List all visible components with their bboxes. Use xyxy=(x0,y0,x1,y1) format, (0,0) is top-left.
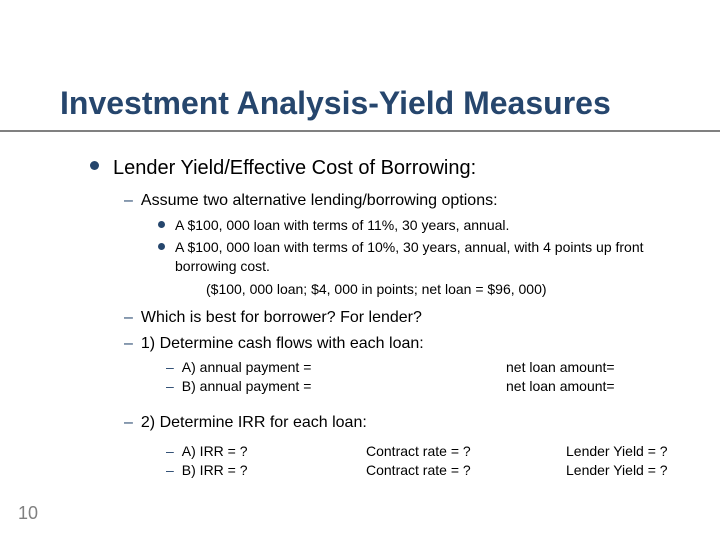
ly-a-text: Lender Yield = ? xyxy=(566,442,690,461)
bullet-assume: – Assume two alternative lending/borrowi… xyxy=(124,190,690,212)
row-irr-a: – A) IRR = ? Contract rate = ? Lender Yi… xyxy=(166,442,690,461)
opt1-text: A $100, 000 loan with terms of 11%, 30 y… xyxy=(175,216,509,235)
pay-b-text: B) annual payment = xyxy=(182,377,312,396)
slide-title: Investment Analysis-Yield Measures xyxy=(60,85,611,122)
row-pay-a: – A) annual payment = net loan amount= xyxy=(166,358,690,377)
bullet-step1: – 1) Determine cash flows with each loan… xyxy=(124,333,690,355)
ly-b-text: Lender Yield = ? xyxy=(566,461,690,480)
step1-text: 1) Determine cash flows with each loan: xyxy=(141,333,424,355)
dash-icon: – xyxy=(166,358,174,377)
dash-icon: – xyxy=(124,412,133,434)
net-b-text: net loan amount= xyxy=(506,377,690,396)
bullet-best: – Which is best for borrower? For lender… xyxy=(124,307,690,329)
title-underline xyxy=(0,130,720,132)
best-text: Which is best for borrower? For lender? xyxy=(141,307,422,329)
net-a-text: net loan amount= xyxy=(506,358,690,377)
dash-icon: – xyxy=(124,190,133,212)
disc-icon xyxy=(158,243,165,250)
disc-icon xyxy=(90,161,99,170)
slide-number: 10 xyxy=(18,503,38,524)
dash-icon: – xyxy=(124,307,133,329)
slide: Investment Analysis-Yield Measures Lende… xyxy=(0,0,720,540)
opt2-text: A $100, 000 loan with terms of 10%, 30 y… xyxy=(175,238,690,276)
disc-icon xyxy=(158,221,165,228)
step2-text: 2) Determine IRR for each loan: xyxy=(141,412,367,434)
bullet-opt1: A $100, 000 loan with terms of 11%, 30 y… xyxy=(158,216,690,235)
irr-a-text: A) IRR = ? xyxy=(182,442,248,461)
topic-text: Lender Yield/Effective Cost of Borrowing… xyxy=(113,155,476,182)
bullet-opt2: A $100, 000 loan with terms of 10%, 30 y… xyxy=(158,238,690,276)
cr-a-text: Contract rate = ? xyxy=(366,442,566,461)
dash-icon: – xyxy=(166,377,174,396)
irr-b-text: B) IRR = ? xyxy=(182,461,248,480)
dash-icon: – xyxy=(124,333,133,355)
dash-icon: – xyxy=(166,461,174,480)
dash-icon: – xyxy=(166,442,174,461)
cr-b-text: Contract rate = ? xyxy=(366,461,566,480)
opt2-note: ($100, 000 loan; $4, 000 in points; net … xyxy=(206,280,690,299)
assume-text: Assume two alternative lending/borrowing… xyxy=(141,190,498,212)
pay-a-text: A) annual payment = xyxy=(182,358,312,377)
row-pay-b: – B) annual payment = net loan amount= xyxy=(166,377,690,396)
slide-body: Lender Yield/Effective Cost of Borrowing… xyxy=(90,155,690,480)
bullet-topic: Lender Yield/Effective Cost of Borrowing… xyxy=(90,155,690,182)
row-irr-b: – B) IRR = ? Contract rate = ? Lender Yi… xyxy=(166,461,690,480)
bullet-step2: – 2) Determine IRR for each loan: xyxy=(124,412,690,434)
